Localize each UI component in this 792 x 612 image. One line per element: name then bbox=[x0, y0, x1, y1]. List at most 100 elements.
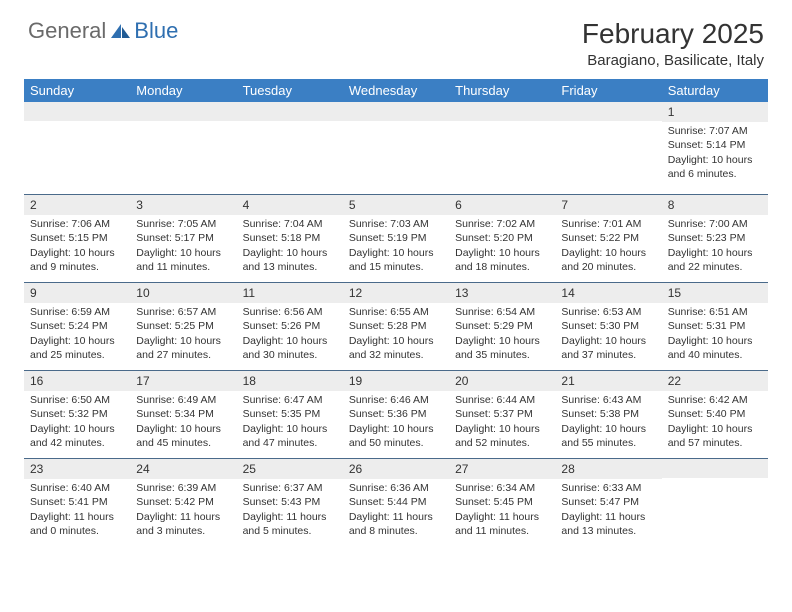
day-number: 8 bbox=[662, 195, 768, 215]
day-number: 28 bbox=[555, 459, 661, 479]
daylight-text: Daylight: 10 hours and 40 minutes. bbox=[668, 334, 762, 362]
week-row: 2Sunrise: 7:06 AMSunset: 5:15 PMDaylight… bbox=[24, 194, 768, 282]
day-number: 26 bbox=[343, 459, 449, 479]
day-content: Sunrise: 6:53 AMSunset: 5:30 PMDaylight:… bbox=[555, 303, 661, 366]
weekday-header: Saturday bbox=[662, 79, 768, 102]
daylight-text: Daylight: 10 hours and 37 minutes. bbox=[561, 334, 655, 362]
day-content: Sunrise: 6:49 AMSunset: 5:34 PMDaylight:… bbox=[130, 391, 236, 454]
daylight-text: Daylight: 10 hours and 20 minutes. bbox=[561, 246, 655, 274]
sunset-text: Sunset: 5:30 PM bbox=[561, 319, 655, 333]
day-number bbox=[343, 102, 449, 121]
sunrise-text: Sunrise: 6:59 AM bbox=[30, 305, 124, 319]
weekday-header: Monday bbox=[130, 79, 236, 102]
sunset-text: Sunset: 5:20 PM bbox=[455, 231, 549, 245]
sunrise-text: Sunrise: 7:07 AM bbox=[668, 124, 762, 138]
sunset-text: Sunset: 5:17 PM bbox=[136, 231, 230, 245]
day-number bbox=[662, 459, 768, 478]
sunrise-text: Sunrise: 6:46 AM bbox=[349, 393, 443, 407]
sunset-text: Sunset: 5:25 PM bbox=[136, 319, 230, 333]
header: General Blue February 2025 Baragiano, Ba… bbox=[0, 0, 792, 75]
day-number: 13 bbox=[449, 283, 555, 303]
day-number: 5 bbox=[343, 195, 449, 215]
day-number: 9 bbox=[24, 283, 130, 303]
daylight-text: Daylight: 10 hours and 15 minutes. bbox=[349, 246, 443, 274]
sunrise-text: Sunrise: 7:00 AM bbox=[668, 217, 762, 231]
daylight-text: Daylight: 10 hours and 30 minutes. bbox=[243, 334, 337, 362]
sunset-text: Sunset: 5:35 PM bbox=[243, 407, 337, 421]
day-number: 7 bbox=[555, 195, 661, 215]
day-cell: 6Sunrise: 7:02 AMSunset: 5:20 PMDaylight… bbox=[449, 195, 555, 282]
daylight-text: Daylight: 11 hours and 0 minutes. bbox=[30, 510, 124, 538]
day-content: Sunrise: 6:46 AMSunset: 5:36 PMDaylight:… bbox=[343, 391, 449, 454]
day-content: Sunrise: 6:57 AMSunset: 5:25 PMDaylight:… bbox=[130, 303, 236, 366]
day-content: Sunrise: 6:37 AMSunset: 5:43 PMDaylight:… bbox=[237, 479, 343, 542]
calendar: Sunday Monday Tuesday Wednesday Thursday… bbox=[24, 79, 768, 546]
sunset-text: Sunset: 5:47 PM bbox=[561, 495, 655, 509]
day-number bbox=[449, 102, 555, 121]
day-cell: 21Sunrise: 6:43 AMSunset: 5:38 PMDayligh… bbox=[555, 371, 661, 458]
day-cell: 12Sunrise: 6:55 AMSunset: 5:28 PMDayligh… bbox=[343, 283, 449, 370]
sunset-text: Sunset: 5:40 PM bbox=[668, 407, 762, 421]
sunrise-text: Sunrise: 7:06 AM bbox=[30, 217, 124, 231]
sunset-text: Sunset: 5:36 PM bbox=[349, 407, 443, 421]
sunset-text: Sunset: 5:14 PM bbox=[668, 138, 762, 152]
sunset-text: Sunset: 5:44 PM bbox=[349, 495, 443, 509]
sunset-text: Sunset: 5:29 PM bbox=[455, 319, 549, 333]
day-number: 4 bbox=[237, 195, 343, 215]
sunset-text: Sunset: 5:38 PM bbox=[561, 407, 655, 421]
daylight-text: Daylight: 11 hours and 11 minutes. bbox=[455, 510, 549, 538]
day-cell: 26Sunrise: 6:36 AMSunset: 5:44 PMDayligh… bbox=[343, 459, 449, 546]
sunrise-text: Sunrise: 6:54 AM bbox=[455, 305, 549, 319]
day-number bbox=[130, 102, 236, 121]
day-content: Sunrise: 6:40 AMSunset: 5:41 PMDaylight:… bbox=[24, 479, 130, 542]
day-number: 25 bbox=[237, 459, 343, 479]
sunrise-text: Sunrise: 7:01 AM bbox=[561, 217, 655, 231]
day-number: 23 bbox=[24, 459, 130, 479]
month-title: February 2025 bbox=[582, 18, 764, 50]
day-cell: 20Sunrise: 6:44 AMSunset: 5:37 PMDayligh… bbox=[449, 371, 555, 458]
day-number bbox=[555, 102, 661, 121]
daylight-text: Daylight: 10 hours and 25 minutes. bbox=[30, 334, 124, 362]
day-content: Sunrise: 6:39 AMSunset: 5:42 PMDaylight:… bbox=[130, 479, 236, 542]
day-content: Sunrise: 6:43 AMSunset: 5:38 PMDaylight:… bbox=[555, 391, 661, 454]
sunset-text: Sunset: 5:34 PM bbox=[136, 407, 230, 421]
day-content: Sunrise: 6:42 AMSunset: 5:40 PMDaylight:… bbox=[662, 391, 768, 454]
weekday-header: Tuesday bbox=[237, 79, 343, 102]
logo-text-blue: Blue bbox=[134, 18, 178, 44]
day-number: 20 bbox=[449, 371, 555, 391]
day-cell bbox=[662, 459, 768, 546]
daylight-text: Daylight: 11 hours and 5 minutes. bbox=[243, 510, 337, 538]
day-number: 21 bbox=[555, 371, 661, 391]
day-number: 14 bbox=[555, 283, 661, 303]
day-content: Sunrise: 6:44 AMSunset: 5:37 PMDaylight:… bbox=[449, 391, 555, 454]
daylight-text: Daylight: 10 hours and 55 minutes. bbox=[561, 422, 655, 450]
sunrise-text: Sunrise: 6:53 AM bbox=[561, 305, 655, 319]
sunset-text: Sunset: 5:45 PM bbox=[455, 495, 549, 509]
weekday-header: Wednesday bbox=[343, 79, 449, 102]
daylight-text: Daylight: 10 hours and 42 minutes. bbox=[30, 422, 124, 450]
sunset-text: Sunset: 5:28 PM bbox=[349, 319, 443, 333]
day-number bbox=[237, 102, 343, 121]
daylight-text: Daylight: 11 hours and 8 minutes. bbox=[349, 510, 443, 538]
sunrise-text: Sunrise: 6:51 AM bbox=[668, 305, 762, 319]
sunrise-text: Sunrise: 6:56 AM bbox=[243, 305, 337, 319]
day-content: Sunrise: 6:50 AMSunset: 5:32 PMDaylight:… bbox=[24, 391, 130, 454]
day-cell: 8Sunrise: 7:00 AMSunset: 5:23 PMDaylight… bbox=[662, 195, 768, 282]
daylight-text: Daylight: 10 hours and 47 minutes. bbox=[243, 422, 337, 450]
day-content: Sunrise: 6:47 AMSunset: 5:35 PMDaylight:… bbox=[237, 391, 343, 454]
sunrise-text: Sunrise: 6:37 AM bbox=[243, 481, 337, 495]
day-content: Sunrise: 7:01 AMSunset: 5:22 PMDaylight:… bbox=[555, 215, 661, 278]
day-cell: 9Sunrise: 6:59 AMSunset: 5:24 PMDaylight… bbox=[24, 283, 130, 370]
daylight-text: Daylight: 10 hours and 22 minutes. bbox=[668, 246, 762, 274]
day-number: 3 bbox=[130, 195, 236, 215]
sunrise-text: Sunrise: 7:03 AM bbox=[349, 217, 443, 231]
sunset-text: Sunset: 5:32 PM bbox=[30, 407, 124, 421]
day-number: 2 bbox=[24, 195, 130, 215]
sunrise-text: Sunrise: 6:34 AM bbox=[455, 481, 549, 495]
sunrise-text: Sunrise: 7:04 AM bbox=[243, 217, 337, 231]
day-cell: 16Sunrise: 6:50 AMSunset: 5:32 PMDayligh… bbox=[24, 371, 130, 458]
day-number: 17 bbox=[130, 371, 236, 391]
logo: General Blue bbox=[28, 18, 178, 44]
sunrise-text: Sunrise: 6:57 AM bbox=[136, 305, 230, 319]
sunrise-text: Sunrise: 6:33 AM bbox=[561, 481, 655, 495]
